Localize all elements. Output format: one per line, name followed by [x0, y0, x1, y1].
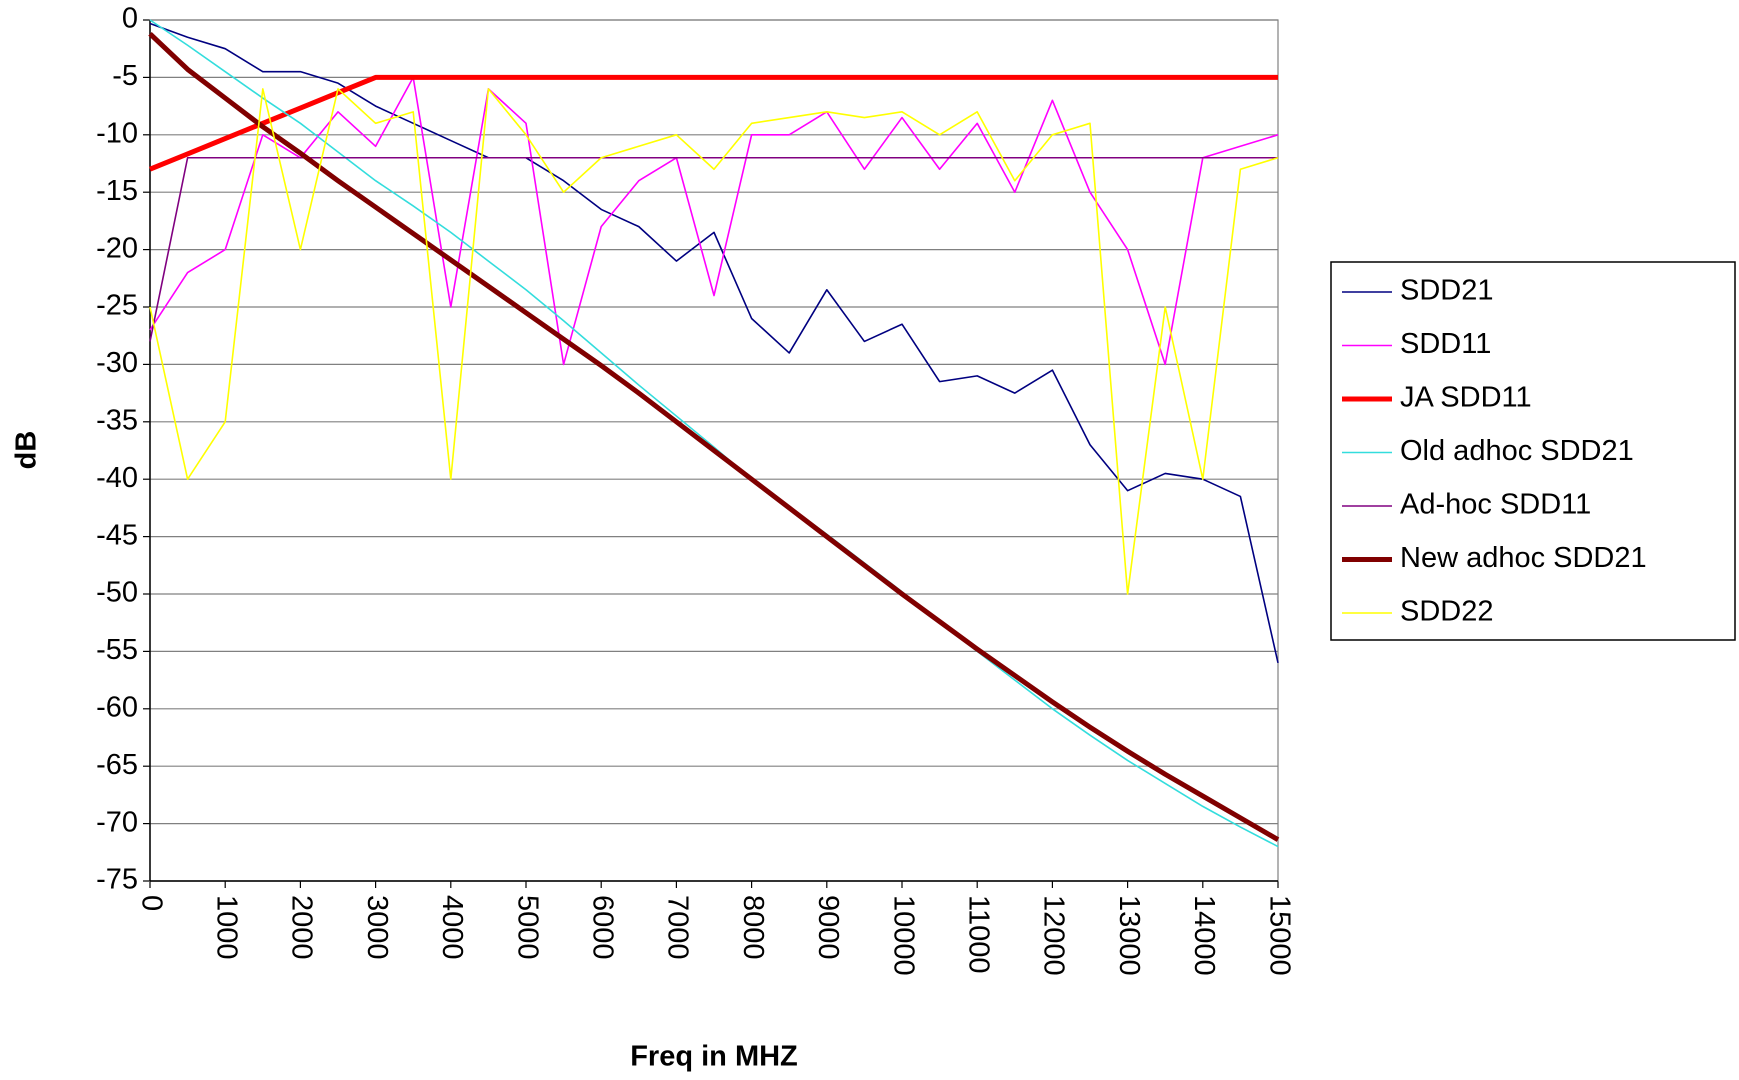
x-tick-label: 2000	[286, 895, 318, 960]
x-tick-label: 9000	[812, 895, 844, 960]
y-tick-label: -40	[96, 462, 138, 494]
x-tick-label: 15000	[1263, 895, 1295, 976]
series-line	[149, 156, 1278, 342]
legend-label: JA SDD11	[1400, 382, 1532, 414]
series-line	[149, 19, 1279, 848]
series-line	[149, 74, 1278, 172]
y-tick-label: -10	[96, 117, 138, 149]
legend-label: New adhoc SDD21	[1400, 542, 1647, 574]
y-tick-label: -60	[96, 691, 138, 723]
x-tick-label: 4000	[436, 895, 468, 960]
y-tick-label: -55	[96, 634, 138, 666]
y-tick-label: -5	[112, 60, 138, 92]
x-axis-title: Freq in MHZ	[630, 1041, 798, 1073]
y-tick-label: -45	[96, 519, 138, 551]
x-tick-label: 13000	[1113, 895, 1145, 976]
x-tick-label: 10000	[887, 895, 919, 976]
x-tick-label: 6000	[587, 895, 619, 960]
series-line	[149, 88, 1279, 595]
y-tick-label: -25	[96, 290, 138, 322]
y-tick-label: -75	[96, 864, 138, 896]
y-tick-label: -35	[96, 404, 138, 436]
series-line	[149, 76, 1279, 366]
series-line	[149, 22, 1279, 664]
y-tick-label: -20	[96, 232, 138, 264]
legend-label: Ad-hoc SDD11	[1400, 489, 1591, 521]
legend-box	[1330, 261, 1736, 641]
y-tick-label: -70	[96, 806, 138, 838]
legend-label: SDD22	[1400, 596, 1494, 628]
x-tick-label: 7000	[662, 895, 694, 960]
x-tick-label: 12000	[1038, 895, 1070, 976]
legend-label: SDD21	[1400, 275, 1494, 307]
legend-label: SDD11	[1400, 328, 1491, 360]
y-tick-label: -15	[96, 175, 138, 207]
y-tick-label: 0	[122, 3, 138, 35]
x-tick-label: 0	[135, 895, 167, 911]
y-axis-title: dB	[11, 431, 43, 470]
x-tick-label: 5000	[511, 895, 543, 960]
x-tick-label: 14000	[1188, 895, 1220, 976]
x-tick-label: 11000	[963, 895, 995, 973]
x-tick-label: 8000	[737, 895, 769, 960]
x-tick-label: 1000	[211, 895, 243, 960]
y-tick-label: -65	[96, 749, 138, 781]
series-line	[148, 31, 1280, 842]
x-tick-label: 3000	[361, 895, 393, 960]
y-tick-label: -50	[96, 577, 138, 609]
y-tick-label: -30	[96, 347, 138, 379]
legend-label: Old adhoc SDD21	[1400, 435, 1634, 467]
